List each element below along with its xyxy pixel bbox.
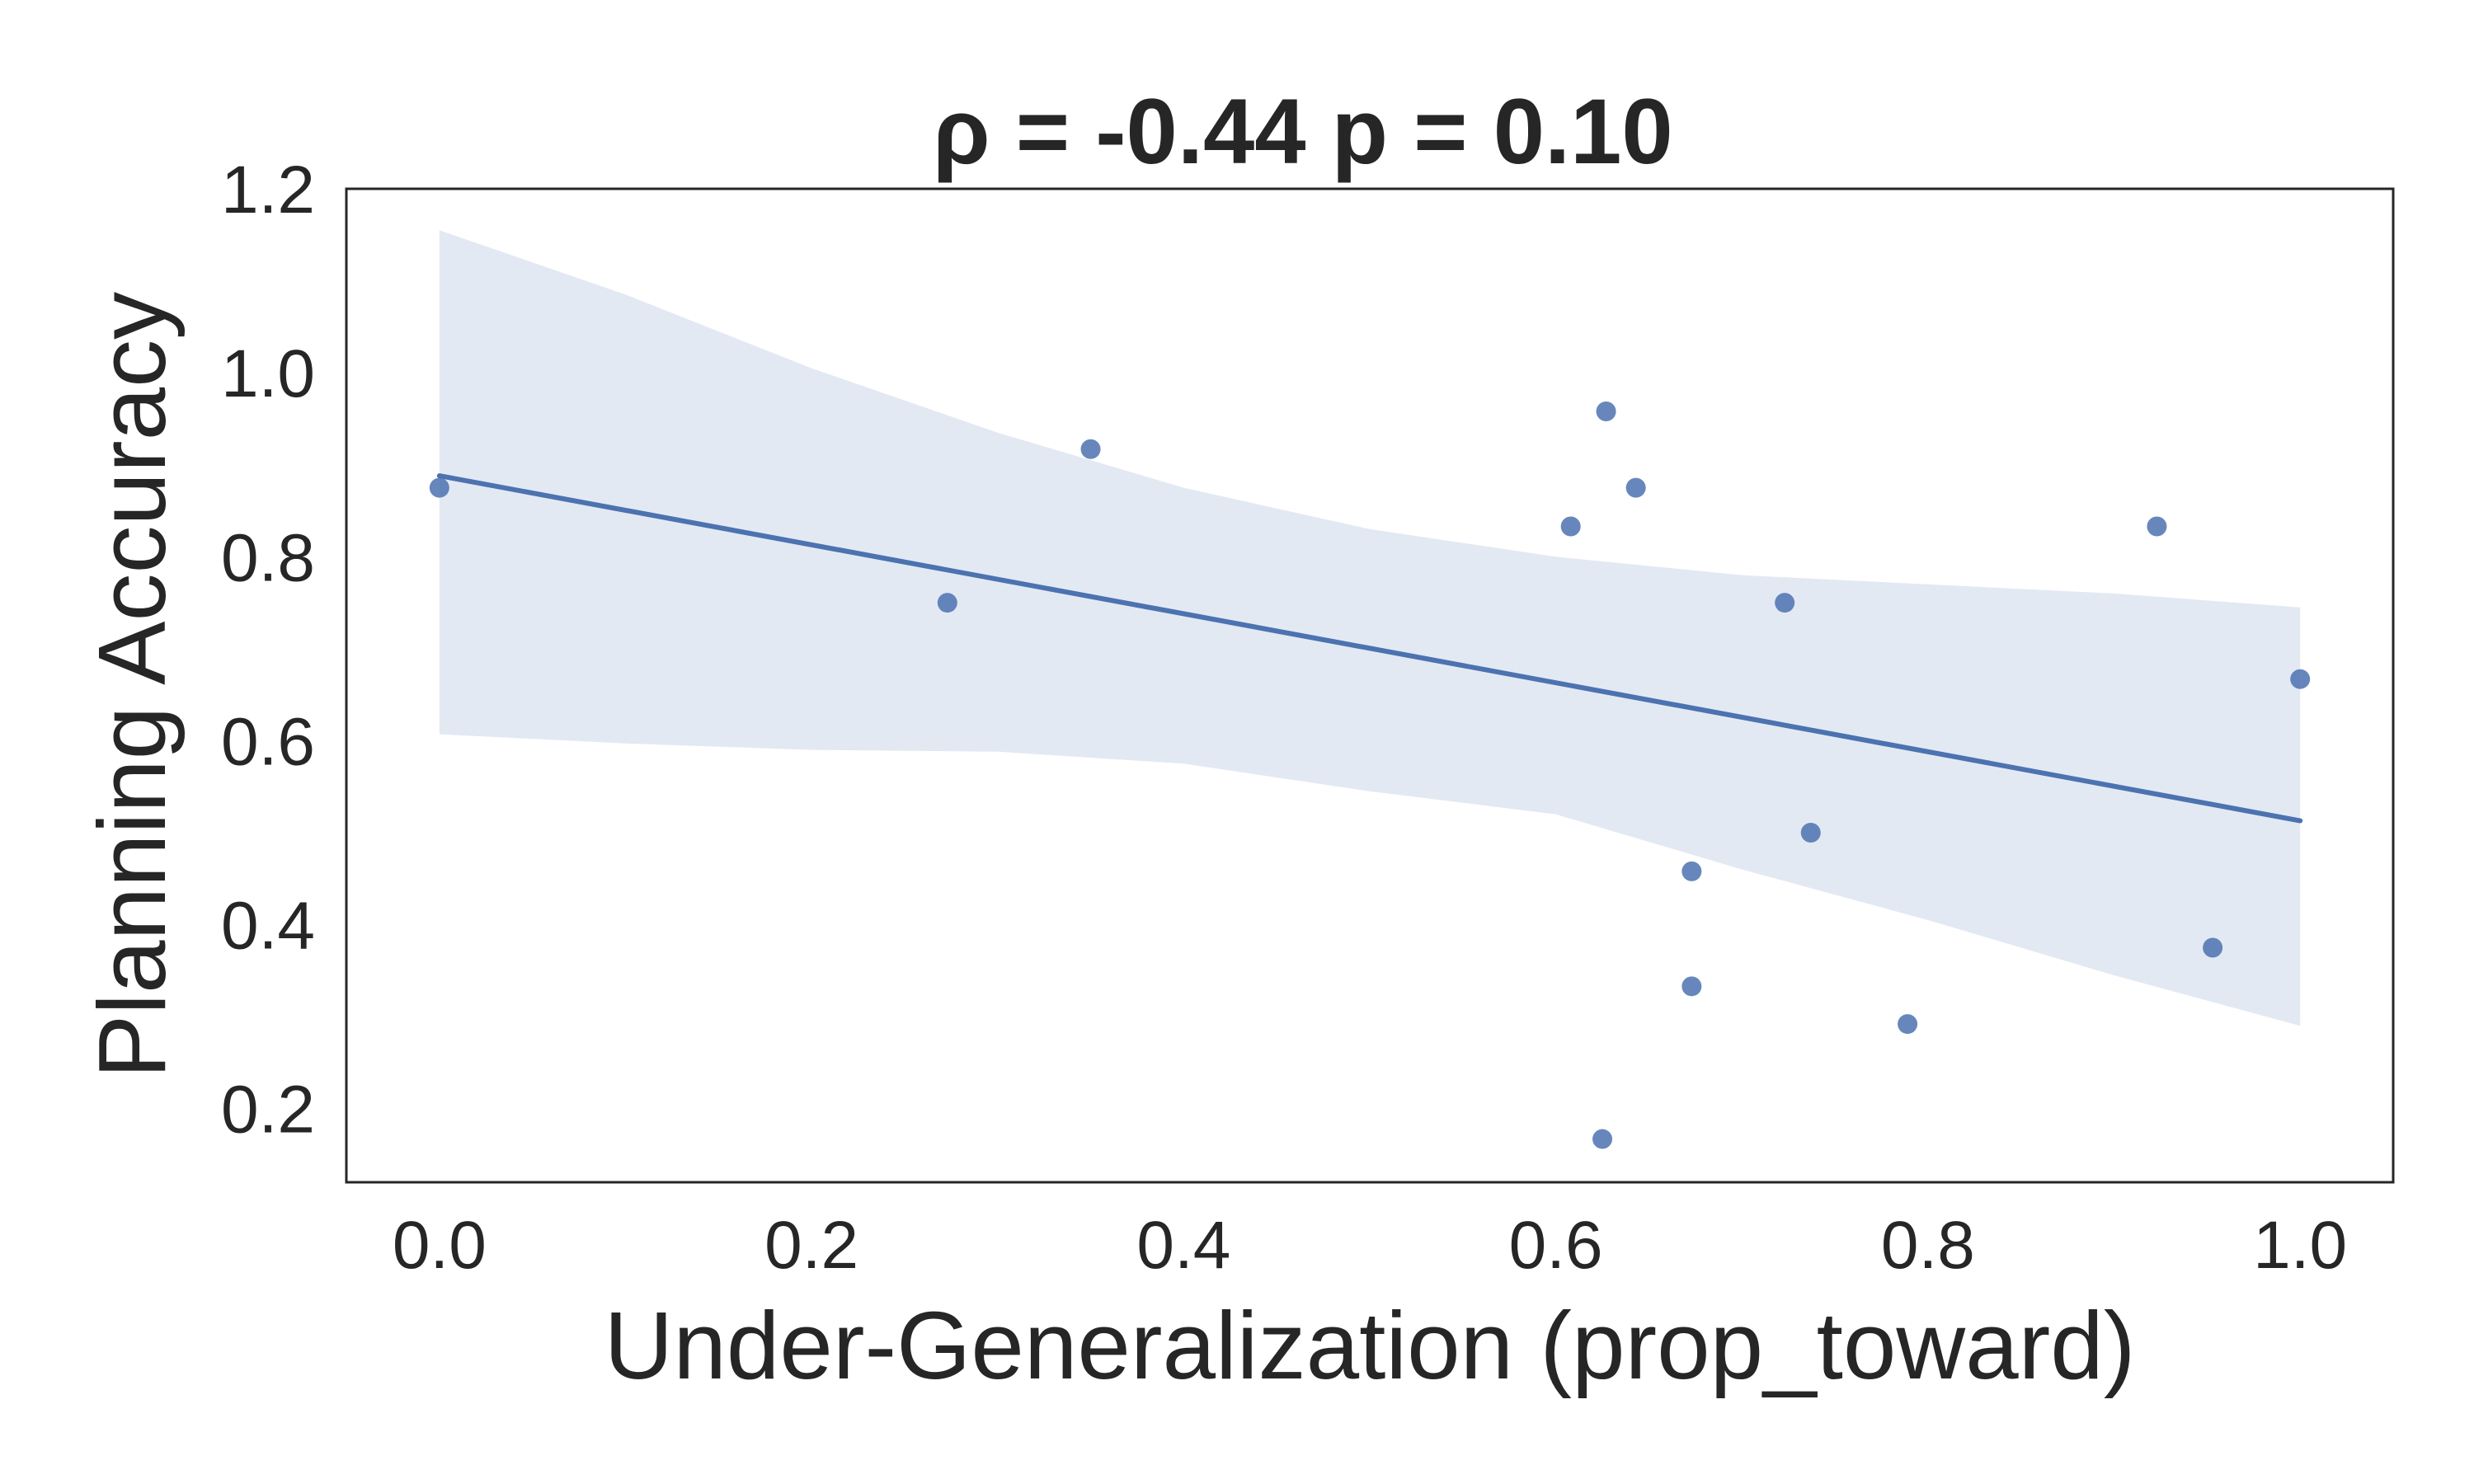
data-point	[429, 477, 449, 498]
y-tick-label: 1.0	[221, 336, 315, 411]
x-tick-label: 0.6	[1509, 1208, 1603, 1283]
x-axis-label: Under-Generalization (prop_toward)	[604, 1292, 2136, 1399]
x-tick-label: 0.8	[1881, 1208, 1975, 1283]
confidence-band-layer	[439, 230, 2301, 1026]
data-point	[2147, 516, 2167, 537]
x-tick-label: 0.0	[393, 1208, 487, 1283]
regression-line	[436, 473, 2303, 824]
y-tick-labels: 0.2 0.4 0.6 0.8 1.0 1.2	[221, 153, 315, 1148]
data-point	[2290, 669, 2311, 689]
y-axis-label: Planning Accuracy	[78, 292, 186, 1078]
x-tick-label: 1.0	[2253, 1208, 2347, 1283]
y-tick-label: 0.4	[221, 889, 315, 964]
y-tick-label: 0.6	[221, 704, 315, 779]
data-point	[1596, 402, 1616, 422]
confidence-band	[439, 230, 2301, 1026]
y-tick-label: 0.2	[221, 1073, 315, 1148]
x-tick-label: 0.2	[764, 1208, 858, 1283]
data-point	[1898, 1014, 1918, 1035]
data-point	[1800, 823, 1821, 843]
data-point	[1080, 439, 1101, 459]
chart-title: ρ = -0.44 p = 0.10	[933, 80, 1672, 183]
x-tick-labels: 0.0 0.2 0.4 0.6 0.8 1.0	[393, 1208, 2347, 1283]
plot-frame	[345, 187, 2395, 1184]
y-tick-label: 0.8	[221, 520, 315, 595]
data-point	[2203, 937, 2223, 958]
data-point	[1681, 861, 1702, 881]
y-tick-label: 1.2	[221, 153, 315, 228]
data-point	[1775, 593, 1795, 613]
data-points-layer	[429, 402, 2311, 1149]
data-point	[937, 593, 957, 613]
data-point	[1681, 976, 1702, 997]
data-point	[1625, 477, 1646, 498]
regression-line-layer	[436, 473, 2303, 824]
data-point	[1560, 516, 1581, 537]
x-tick-label: 0.4	[1136, 1208, 1230, 1283]
data-point	[1592, 1129, 1613, 1149]
